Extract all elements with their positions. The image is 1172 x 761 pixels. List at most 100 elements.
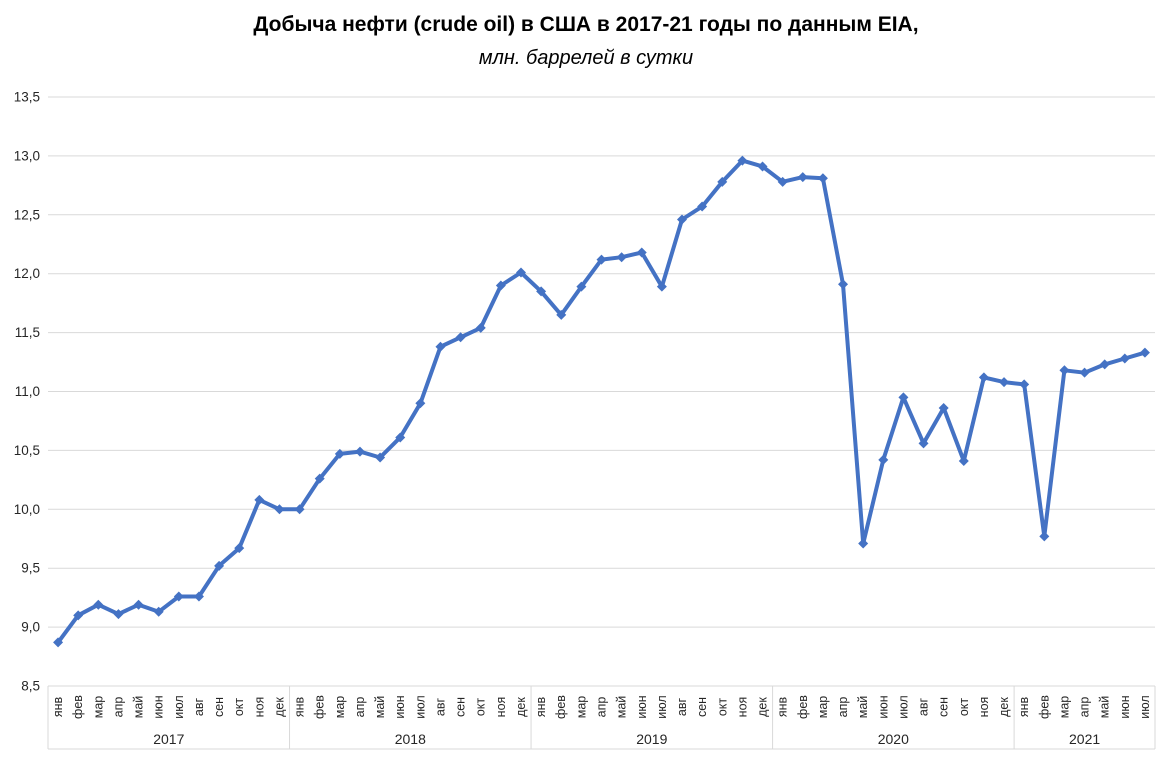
- year-label: 2021: [1069, 731, 1100, 747]
- month-label: июл: [655, 695, 669, 718]
- data-point-marker: [777, 176, 788, 187]
- month-label: авг: [192, 697, 206, 716]
- month-label: июн: [152, 695, 166, 718]
- data-point-marker: [334, 448, 345, 459]
- data-point-marker: [737, 155, 748, 166]
- month-label: мар: [1057, 696, 1071, 719]
- data-point-marker: [556, 309, 567, 320]
- month-label: сен: [212, 697, 226, 717]
- month-label: июл: [172, 695, 186, 718]
- data-point-marker: [999, 377, 1010, 388]
- data-point-marker: [314, 473, 325, 484]
- data-point-marker: [173, 591, 184, 602]
- month-label: янв: [776, 696, 790, 717]
- data-point-marker: [1079, 367, 1090, 378]
- month-label: июн: [635, 695, 649, 718]
- month-label: мар: [91, 696, 105, 719]
- data-point-marker: [455, 332, 466, 343]
- y-tick-label: 12,0: [14, 266, 40, 281]
- data-point-marker: [274, 504, 285, 515]
- data-point-marker: [475, 322, 486, 333]
- month-label: сен: [695, 697, 709, 717]
- data-point-marker: [93, 599, 104, 610]
- data-point-marker: [1059, 365, 1070, 376]
- month-label: сен: [454, 697, 468, 717]
- x-axis-labels-layer: янв фев мар апр май июн июл авг сен окт ноя дек янв ф…: [51, 695, 1152, 747]
- data-point-marker: [1139, 347, 1150, 358]
- month-label: окт: [474, 698, 488, 717]
- month-label: окт: [715, 698, 729, 717]
- month-label: янв: [51, 696, 65, 717]
- month-label: апр: [353, 697, 367, 718]
- month-label: авг: [675, 697, 689, 716]
- month-label: май: [373, 696, 387, 719]
- data-point-marker: [1119, 353, 1130, 364]
- data-point-marker: [133, 599, 144, 610]
- month-label: апр: [111, 697, 125, 718]
- month-label: июн: [876, 695, 890, 718]
- chart-title: Добыча нефти (crude oil) в США в 2017-21…: [253, 13, 919, 36]
- data-point-marker: [495, 280, 506, 291]
- month-label: янв: [1017, 696, 1031, 717]
- data-point-marker: [978, 372, 989, 383]
- data-point-marker: [938, 402, 949, 413]
- production-trend-line: [56, 158, 1147, 645]
- year-label: 2018: [395, 731, 426, 747]
- data-point-marker: [395, 432, 406, 443]
- data-point-marker: [656, 281, 667, 292]
- month-label: фев: [1037, 695, 1051, 719]
- y-tick-label: 11,5: [15, 325, 40, 340]
- month-label: дек: [997, 697, 1011, 717]
- y-tick-label: 10,5: [14, 443, 40, 458]
- year-label: 2017: [153, 731, 184, 747]
- y-tick-label: 12,5: [14, 207, 40, 222]
- data-point-marker: [817, 173, 828, 184]
- data-point-marker: [294, 504, 305, 515]
- data-point-marker: [918, 438, 929, 449]
- data-point-marker: [153, 606, 164, 617]
- data-point-marker: [435, 341, 446, 352]
- month-label: дек: [514, 697, 528, 717]
- y-tick-label: 11,0: [15, 384, 40, 399]
- data-point-marker: [515, 267, 526, 278]
- y-tick-label: 9,0: [21, 620, 40, 635]
- month-label: апр: [836, 697, 850, 718]
- month-label: май: [615, 696, 629, 719]
- month-label: фев: [796, 695, 810, 719]
- year-label: 2020: [878, 731, 909, 747]
- month-label: июн: [393, 695, 407, 718]
- year-label: 2019: [636, 731, 667, 747]
- month-label: дек: [756, 697, 770, 717]
- data-point-marker: [576, 281, 587, 292]
- month-label: фев: [554, 695, 568, 719]
- month-label: июл: [413, 695, 427, 718]
- month-label: июл: [1138, 695, 1152, 718]
- data-point-marker: [838, 279, 849, 290]
- month-label: авг: [434, 697, 448, 716]
- month-label: мар: [574, 696, 588, 719]
- month-label: ноя: [252, 697, 266, 718]
- month-label: ноя: [494, 697, 508, 718]
- y-axis-labels-layer: 13,5 13,0 12,5 12,0 11,5 11,0 10,5 10,0 9,5 9,0 8,…: [14, 90, 40, 694]
- data-point-marker: [536, 286, 547, 297]
- x-axis-band-layer: [47, 686, 1156, 750]
- y-tick-label: 10,0: [14, 502, 40, 517]
- month-label: май: [1098, 696, 1112, 719]
- month-label: фев: [313, 695, 327, 719]
- month-label: окт: [957, 698, 971, 717]
- data-point-marker: [415, 398, 426, 409]
- data-point-marker: [113, 609, 124, 620]
- month-label: фев: [71, 695, 85, 719]
- month-label: дек: [273, 697, 287, 717]
- month-label: июл: [896, 695, 910, 718]
- month-label: мар: [333, 696, 347, 719]
- data-point-marker: [797, 172, 808, 183]
- data-point-marker: [254, 494, 265, 505]
- data-point-marker: [73, 610, 84, 621]
- series-layer: [53, 155, 1150, 648]
- y-tick-label: 13,5: [14, 90, 40, 105]
- data-point-marker: [616, 252, 627, 263]
- month-label: апр: [595, 697, 609, 718]
